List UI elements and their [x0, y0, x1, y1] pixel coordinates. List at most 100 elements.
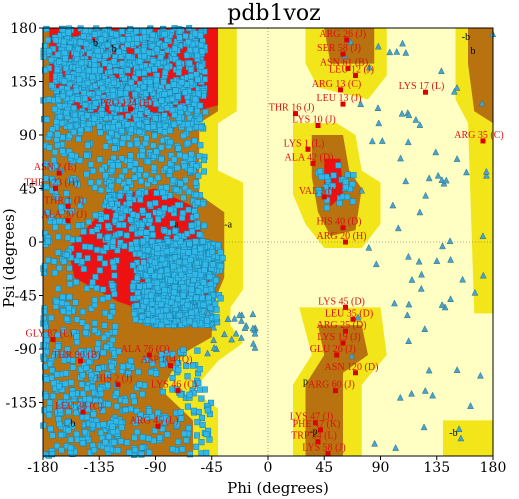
point-alpha-l [350, 172, 357, 179]
point-left [101, 31, 109, 38]
outlier-point [480, 138, 486, 144]
point-lower [84, 406, 91, 413]
point-bridge [171, 121, 178, 128]
point-alpha-l [329, 182, 336, 189]
point-left [79, 319, 86, 326]
point-alpha [188, 309, 195, 316]
point-lower [104, 371, 111, 378]
point-bridge [127, 152, 134, 159]
point-bridge [103, 214, 110, 221]
point-left [79, 308, 86, 315]
point-lower [112, 418, 120, 425]
outlier-point [321, 194, 327, 200]
point-bridge [108, 182, 115, 190]
point-glycine [421, 325, 429, 332]
point-alpha [167, 277, 174, 284]
point-bridge [195, 172, 202, 179]
region-label: -b [449, 428, 457, 439]
point-lower [185, 425, 192, 432]
point-left [53, 194, 61, 201]
outlier-label: ARG 35 (C) [454, 130, 503, 141]
point-glycine [374, 104, 382, 111]
point-left [74, 316, 81, 323]
point-left [73, 50, 80, 58]
point-alpha [193, 294, 200, 301]
point-alpha [187, 256, 194, 263]
point-bridge [115, 177, 123, 184]
point-left [91, 320, 98, 327]
point-lower [73, 431, 80, 438]
point-left [54, 142, 61, 149]
point-bridge [132, 160, 139, 167]
point-beta [127, 25, 134, 33]
point-left [59, 134, 66, 141]
point-lower [125, 370, 132, 377]
point-bridge [163, 184, 170, 191]
point-glycine [483, 171, 490, 179]
point-bridge [115, 162, 122, 169]
point-left [104, 294, 112, 301]
point-left [47, 425, 54, 432]
point-lower [135, 416, 142, 423]
point-lower [69, 391, 76, 398]
point-bridge [201, 222, 208, 229]
point-left [89, 74, 96, 81]
allowed-region-top [324, 28, 375, 64]
point-lower [127, 405, 134, 413]
point-left [43, 183, 50, 190]
outlier-point [315, 122, 321, 128]
point-left [42, 393, 49, 400]
point-left [54, 285, 62, 292]
point-bridge [185, 249, 192, 256]
outlier-point [325, 451, 331, 457]
point-left [40, 315, 47, 322]
point-glycine [348, 352, 356, 360]
point-alpha [217, 249, 224, 256]
point-beta [196, 115, 203, 122]
allowed-region-right [468, 28, 493, 124]
point-glycine [450, 87, 458, 95]
point-left [61, 78, 68, 85]
point-beta [141, 53, 148, 60]
point-beta [117, 90, 124, 97]
point-left [66, 293, 73, 300]
point-lower [46, 360, 54, 367]
point-alpha [205, 294, 212, 301]
point-bridge [180, 194, 187, 201]
point-alpha-l [316, 168, 324, 175]
point-lower [122, 406, 129, 414]
outlier-label: LYS 10 (J) [292, 114, 335, 125]
point-alpha [175, 258, 183, 266]
point-left [82, 27, 89, 34]
point-lower [139, 391, 146, 398]
point-alpha [201, 267, 208, 274]
point-alpha [143, 298, 150, 305]
point-bridge [136, 128, 143, 135]
point-left [67, 177, 74, 184]
point-alpha-l [318, 173, 325, 180]
outlier-point [333, 388, 338, 394]
point-alpha [199, 294, 206, 301]
point-bridge [170, 177, 177, 184]
point-lower [151, 427, 159, 434]
point-glycine [403, 311, 411, 319]
point-lower [149, 360, 156, 367]
point-alpha [149, 307, 156, 314]
point-left [66, 274, 73, 281]
point-glycine [434, 171, 442, 179]
outlier-label: ASN 2 (E) [34, 162, 77, 173]
point-alpha [206, 273, 213, 280]
outlier-point [340, 225, 346, 231]
point-bridge [143, 135, 150, 142]
point-beta [153, 77, 160, 84]
point-left [100, 286, 107, 293]
point-lower [61, 401, 68, 408]
point-left [42, 67, 49, 74]
point-beta [140, 83, 147, 90]
point-left [80, 33, 87, 40]
point-left [59, 148, 66, 155]
point-alpha [184, 302, 191, 309]
point-lower [49, 367, 56, 374]
point-glycine [442, 176, 450, 184]
point-left [109, 243, 116, 250]
